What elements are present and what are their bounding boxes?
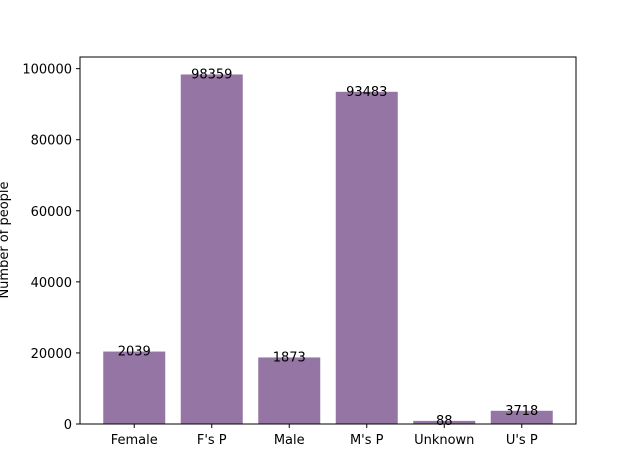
y-tick-label: 60000	[31, 205, 72, 220]
bar	[413, 420, 476, 424]
y-tick-label: 20000	[31, 347, 72, 362]
bar	[335, 91, 398, 424]
bar	[258, 357, 321, 424]
bar	[103, 351, 166, 424]
bar-label: 1873	[273, 350, 306, 365]
y-axis-label: Number of people	[0, 181, 12, 298]
bar-label: 88	[436, 414, 453, 429]
y-tick-label: 0	[64, 418, 72, 433]
y-tick-label: 100000	[22, 63, 72, 78]
y-tick-label: 80000	[31, 134, 72, 149]
y-tick-label: 40000	[31, 276, 72, 291]
x-tick-label: F's P	[197, 433, 227, 448]
bar	[180, 74, 243, 425]
bar-label: 98359	[191, 67, 232, 82]
bar-label: 93483	[346, 85, 387, 100]
x-tick-label: Unknown	[414, 433, 474, 448]
x-tick-label: U's P	[506, 433, 538, 448]
x-tick-label: Female	[111, 433, 158, 448]
bar	[490, 410, 553, 424]
x-tick-label: M's P	[350, 433, 384, 448]
bar-label: 3718	[505, 404, 538, 419]
plot-frame	[79, 56, 577, 425]
x-tick-label: Male	[274, 433, 305, 448]
bar-label: 2039	[118, 345, 151, 360]
